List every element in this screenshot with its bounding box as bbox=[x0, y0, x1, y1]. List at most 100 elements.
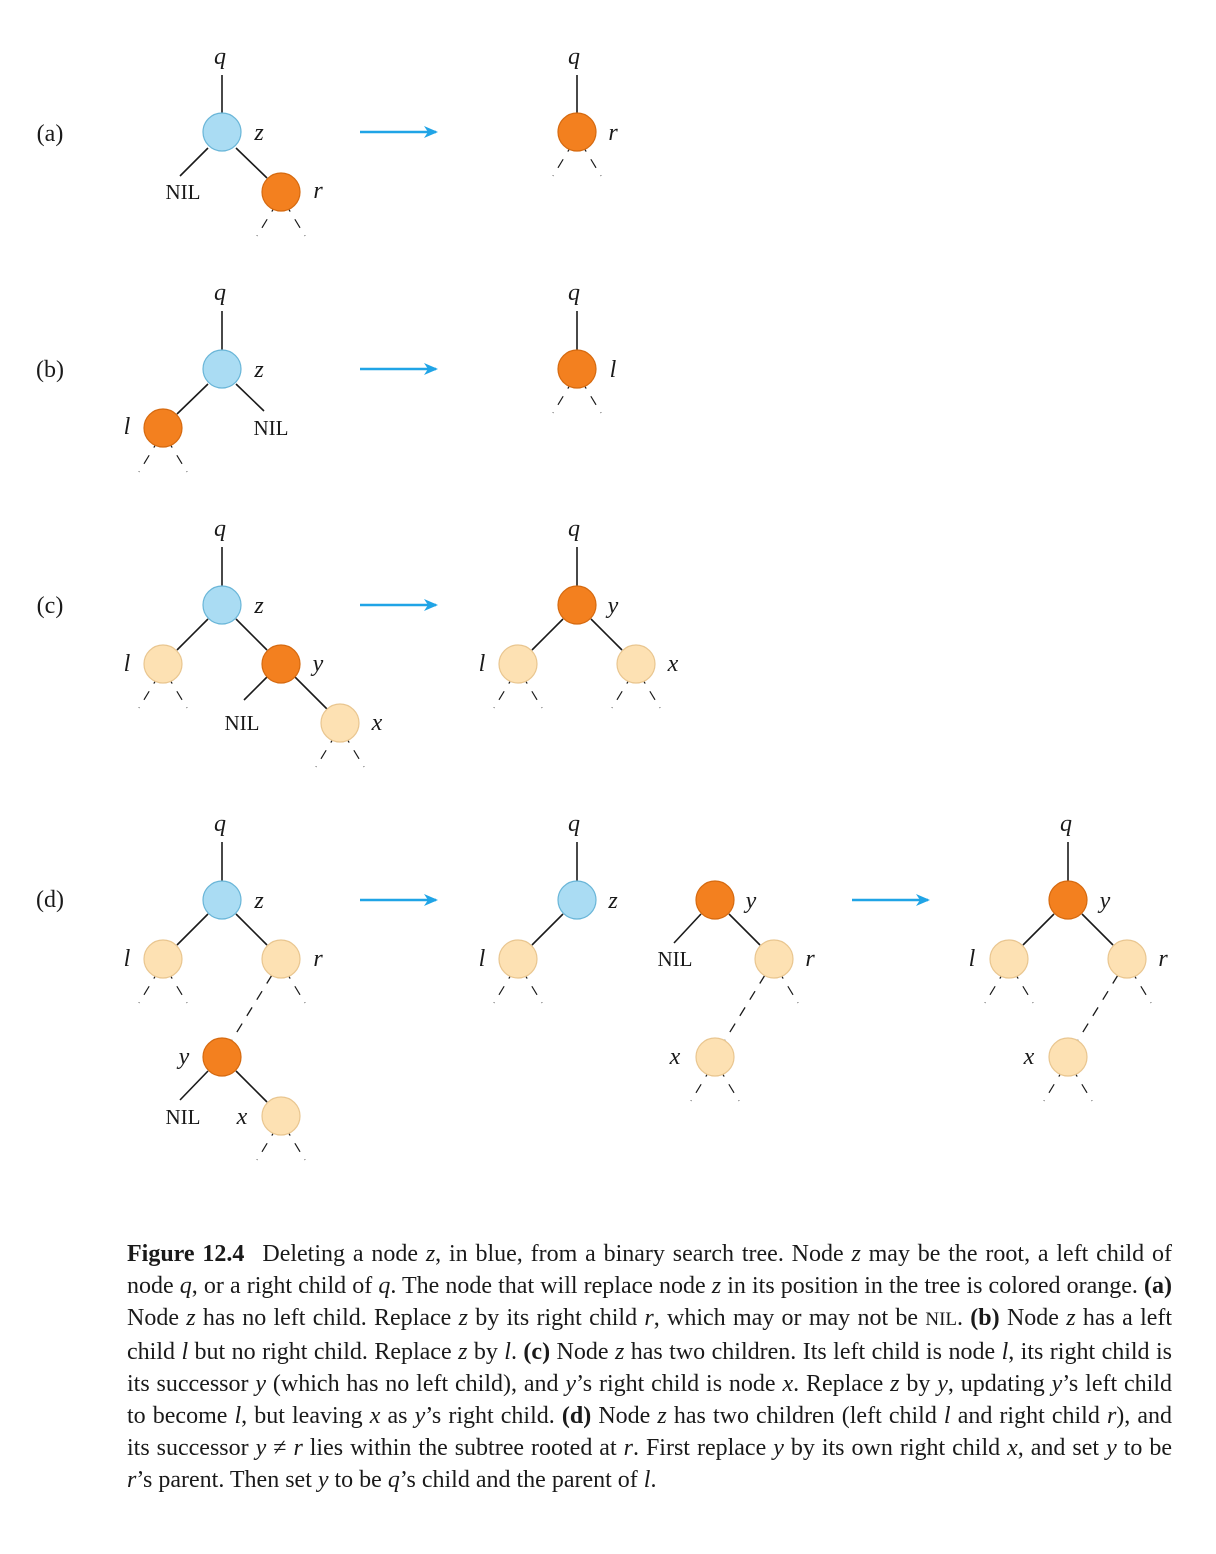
node-x bbox=[695, 1037, 735, 1077]
node-x bbox=[1048, 1037, 1088, 1077]
subtree-path bbox=[231, 974, 273, 1041]
label-q: q bbox=[568, 811, 580, 837]
tree-edge bbox=[243, 676, 268, 701]
label-x: x bbox=[667, 651, 679, 677]
node-x bbox=[616, 644, 656, 684]
label-q: q bbox=[568, 516, 580, 542]
caption-part-c: Node z has two children. Its left child … bbox=[127, 1339, 1173, 1429]
label-x: x bbox=[371, 710, 383, 736]
label-r: r bbox=[805, 946, 815, 972]
tree-edge bbox=[176, 383, 209, 415]
label-y: y bbox=[606, 593, 619, 619]
figure-number: Figure 12.4 bbox=[127, 1241, 245, 1267]
tree-edge bbox=[235, 147, 268, 179]
node-r bbox=[261, 939, 301, 979]
tree-edge bbox=[235, 383, 265, 412]
tree-edge bbox=[176, 913, 209, 946]
node-y-replaced bbox=[1048, 880, 1088, 920]
label-r: r bbox=[608, 120, 618, 146]
label-nil: NIL bbox=[225, 711, 260, 735]
label-nil: NIL bbox=[166, 1105, 201, 1129]
node-z bbox=[202, 880, 242, 920]
label-q: q bbox=[1060, 811, 1072, 837]
node-x bbox=[320, 703, 360, 743]
tree-edge bbox=[176, 618, 209, 651]
node-r bbox=[261, 172, 301, 212]
tree-edge bbox=[179, 147, 209, 177]
label-l: l bbox=[479, 651, 486, 677]
label-y: y bbox=[1098, 888, 1111, 914]
panel-label-a: (a) bbox=[37, 121, 64, 147]
label-nil: NIL bbox=[166, 180, 201, 204]
label-x: x bbox=[236, 1104, 248, 1130]
node-y-replaced bbox=[557, 585, 597, 625]
tree-edge bbox=[590, 618, 623, 651]
figure-caption: Figure 12.4 Deleting a node z, in blue, f… bbox=[127, 1238, 1172, 1496]
node-z bbox=[202, 112, 242, 152]
label-x: x bbox=[1023, 1044, 1035, 1070]
tree-edge bbox=[531, 618, 564, 651]
node-r-replaced bbox=[557, 112, 597, 152]
label-l: l bbox=[124, 414, 131, 440]
caption-part-d: Node z has two children (left child l an… bbox=[127, 1403, 1173, 1493]
node-l bbox=[989, 939, 1029, 979]
node-l bbox=[498, 644, 538, 684]
label-z: z bbox=[253, 120, 264, 146]
node-x bbox=[261, 1096, 301, 1136]
label-nil: NIL bbox=[658, 947, 693, 971]
label-q: q bbox=[214, 516, 226, 542]
tree-edge bbox=[531, 913, 564, 946]
node-l bbox=[143, 939, 183, 979]
label-l: l bbox=[124, 651, 131, 677]
label-r: r bbox=[313, 178, 323, 204]
node-r bbox=[1107, 939, 1147, 979]
label-x: x bbox=[669, 1044, 681, 1070]
node-l bbox=[143, 408, 183, 448]
tree-edge bbox=[235, 618, 268, 651]
node-z bbox=[202, 585, 242, 625]
node-l bbox=[498, 939, 538, 979]
caption-part-a-label: (a) bbox=[1144, 1273, 1173, 1299]
label-nil: NIL bbox=[254, 416, 289, 440]
panel-label-b: (b) bbox=[36, 357, 64, 383]
label-r: r bbox=[313, 946, 323, 972]
caption-part-d-label: (d) bbox=[561, 1403, 592, 1429]
tree-edge bbox=[179, 1070, 209, 1101]
node-y bbox=[695, 880, 735, 920]
figure-12-4-diagram: (a) q z NIL r q r (b) q z l NIL q l (c) q z l y NIL x q y l x (d)… bbox=[36, 44, 1168, 1161]
node-y bbox=[202, 1037, 242, 1077]
node-r bbox=[754, 939, 794, 979]
label-q: q bbox=[568, 280, 580, 306]
tree-edge bbox=[1022, 913, 1055, 946]
node-l bbox=[143, 644, 183, 684]
tree-edge bbox=[673, 913, 702, 944]
caption-intro: Deleting a node z, in blue, from a binar… bbox=[127, 1241, 1172, 1299]
node-z bbox=[557, 880, 597, 920]
subtree-path bbox=[1077, 974, 1119, 1041]
tree-edge bbox=[235, 1070, 268, 1103]
label-z: z bbox=[253, 593, 264, 619]
caption-part-b: Node z has a left child l but no right c… bbox=[127, 1305, 1173, 1365]
label-z: z bbox=[607, 888, 618, 914]
label-l: l bbox=[479, 946, 486, 972]
node-y bbox=[261, 644, 301, 684]
caption-part-c-label: (c) bbox=[523, 1339, 551, 1365]
node-z bbox=[202, 349, 242, 389]
label-q: q bbox=[214, 811, 226, 837]
subtree-path bbox=[724, 974, 766, 1041]
label-l: l bbox=[124, 946, 131, 972]
label-y: y bbox=[311, 651, 324, 677]
label-q: q bbox=[568, 44, 580, 70]
panel-label-d: (d) bbox=[36, 887, 64, 913]
label-q: q bbox=[214, 44, 226, 70]
label-r: r bbox=[1158, 946, 1168, 972]
label-z: z bbox=[253, 888, 264, 914]
label-q: q bbox=[214, 280, 226, 306]
tree-edge bbox=[294, 676, 328, 710]
caption-part-b-label: (b) bbox=[970, 1305, 1000, 1331]
node-l-replaced bbox=[557, 349, 597, 389]
tree-edge bbox=[1081, 913, 1114, 946]
label-y: y bbox=[744, 888, 757, 914]
tree-edge bbox=[728, 913, 761, 946]
label-l: l bbox=[969, 946, 976, 972]
